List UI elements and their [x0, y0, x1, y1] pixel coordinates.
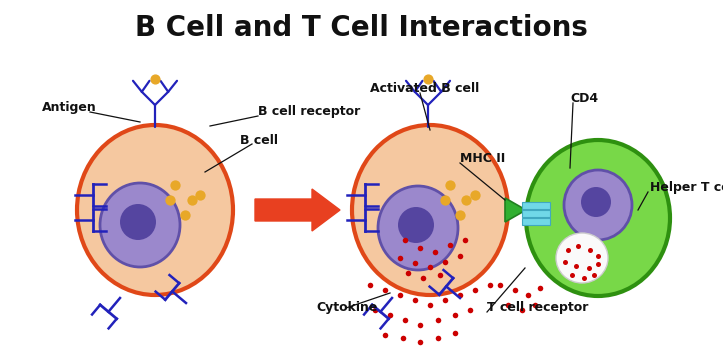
Point: [414, 322, 426, 328]
Point: [495, 282, 506, 288]
Point: [380, 332, 391, 338]
Point: [409, 297, 421, 303]
Text: MHC II: MHC II: [460, 152, 505, 165]
Point: [432, 335, 444, 341]
Point: [422, 76, 434, 82]
Point: [469, 192, 481, 198]
Point: [559, 259, 570, 265]
Point: [589, 272, 600, 278]
Point: [435, 272, 446, 278]
Point: [149, 76, 161, 82]
Point: [179, 212, 191, 218]
Bar: [522, 210, 550, 217]
Text: B Cell and T Cell Interactions: B Cell and T Cell Interactions: [135, 14, 588, 42]
Point: [187, 197, 198, 203]
Ellipse shape: [378, 186, 458, 270]
Point: [414, 245, 426, 251]
Point: [414, 339, 426, 345]
Point: [194, 192, 206, 198]
Point: [454, 212, 466, 218]
Text: Helper T cell: Helper T cell: [650, 181, 723, 194]
Text: CD4: CD4: [570, 91, 598, 104]
Point: [164, 197, 176, 203]
Point: [449, 312, 461, 318]
Point: [459, 237, 471, 243]
Ellipse shape: [581, 187, 611, 217]
Point: [583, 265, 595, 271]
Text: Activated B cell: Activated B cell: [370, 81, 479, 94]
Point: [402, 270, 414, 276]
Point: [444, 242, 455, 248]
Point: [439, 259, 450, 265]
Point: [439, 297, 450, 303]
Point: [417, 275, 429, 281]
Point: [364, 282, 376, 288]
Point: [394, 292, 406, 298]
Point: [399, 237, 411, 243]
FancyArrow shape: [255, 189, 340, 231]
Point: [592, 253, 604, 259]
Point: [384, 312, 395, 318]
Point: [461, 197, 472, 203]
Point: [566, 272, 578, 278]
Point: [399, 317, 411, 323]
Point: [394, 255, 406, 261]
Point: [369, 307, 381, 313]
Ellipse shape: [120, 204, 156, 240]
Bar: [522, 218, 550, 225]
Point: [432, 317, 444, 323]
Point: [516, 307, 528, 313]
Point: [534, 285, 546, 291]
Point: [424, 264, 436, 270]
Point: [454, 292, 466, 298]
Text: Antigen: Antigen: [42, 102, 97, 114]
Point: [439, 197, 450, 203]
Point: [454, 253, 466, 259]
Text: Cytokine: Cytokine: [316, 302, 377, 315]
Point: [572, 243, 583, 249]
Point: [529, 302, 541, 308]
Point: [484, 282, 496, 288]
Point: [562, 247, 574, 253]
Text: T cell receptor: T cell receptor: [487, 302, 589, 315]
Text: B cell receptor: B cell receptor: [258, 105, 360, 118]
Point: [169, 182, 181, 188]
Point: [464, 307, 476, 313]
Point: [424, 302, 436, 308]
Point: [449, 330, 461, 336]
Point: [584, 247, 596, 253]
Point: [444, 182, 455, 188]
Point: [397, 335, 408, 341]
Text: B cell: B cell: [240, 134, 278, 147]
Ellipse shape: [564, 170, 632, 240]
Ellipse shape: [100, 183, 180, 267]
Point: [578, 275, 590, 281]
Point: [509, 287, 521, 293]
Point: [502, 302, 514, 308]
Ellipse shape: [77, 125, 233, 295]
Point: [429, 249, 441, 255]
Point: [380, 287, 391, 293]
Point: [522, 292, 534, 298]
Point: [570, 263, 582, 269]
Polygon shape: [505, 198, 526, 222]
Point: [592, 261, 604, 267]
Ellipse shape: [556, 233, 608, 283]
Point: [469, 287, 481, 293]
Ellipse shape: [398, 207, 434, 243]
Point: [409, 260, 421, 266]
Ellipse shape: [352, 125, 508, 295]
Bar: [522, 202, 550, 209]
Ellipse shape: [526, 140, 670, 296]
